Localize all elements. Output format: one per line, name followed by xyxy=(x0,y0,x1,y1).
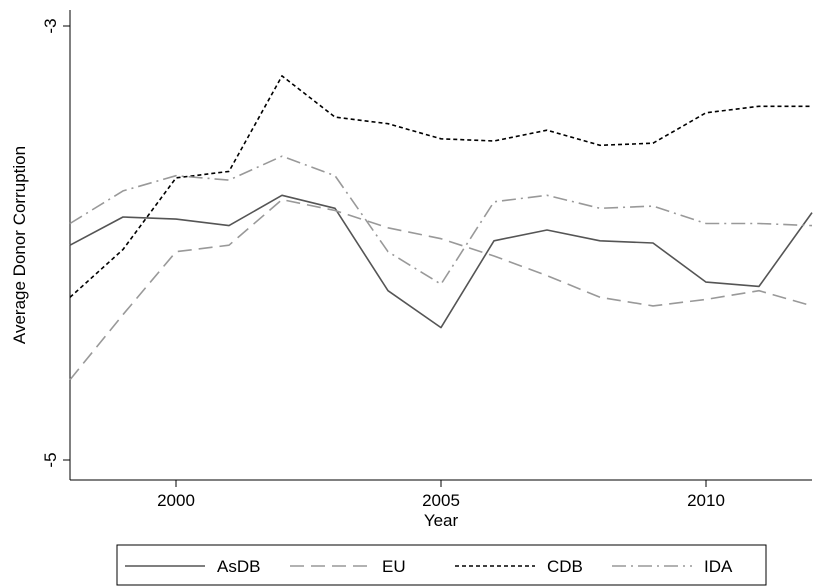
y-tick-label: -5 xyxy=(41,452,60,467)
legend-label-asdb: AsDB xyxy=(217,557,260,576)
x-tick-label: 2000 xyxy=(157,491,195,510)
series-line-eu xyxy=(69,198,813,381)
legend-box xyxy=(116,544,767,586)
series-line-cdb xyxy=(69,75,812,298)
ticks: 2000 2005 2010 -3 -5 xyxy=(41,18,725,510)
legend-label-cdb: CDB xyxy=(547,557,583,576)
legend-items: AsDB EU CDB IDA xyxy=(125,557,733,576)
legend-label-ida: IDA xyxy=(704,557,733,576)
axes xyxy=(69,10,812,481)
y-axis-title: Average Donor Corruption xyxy=(10,146,29,344)
y-tick-label: -3 xyxy=(41,18,60,33)
x-axis-title: Year xyxy=(424,511,459,530)
series-lines xyxy=(69,75,813,381)
series-line-asdb xyxy=(69,194,813,329)
legend: AsDB EU CDB IDA xyxy=(116,544,767,586)
series-line-ida xyxy=(69,155,813,286)
legend-label-eu: EU xyxy=(382,557,406,576)
x-tick-label: 2005 xyxy=(422,491,460,510)
x-tick-label: 2010 xyxy=(687,491,725,510)
